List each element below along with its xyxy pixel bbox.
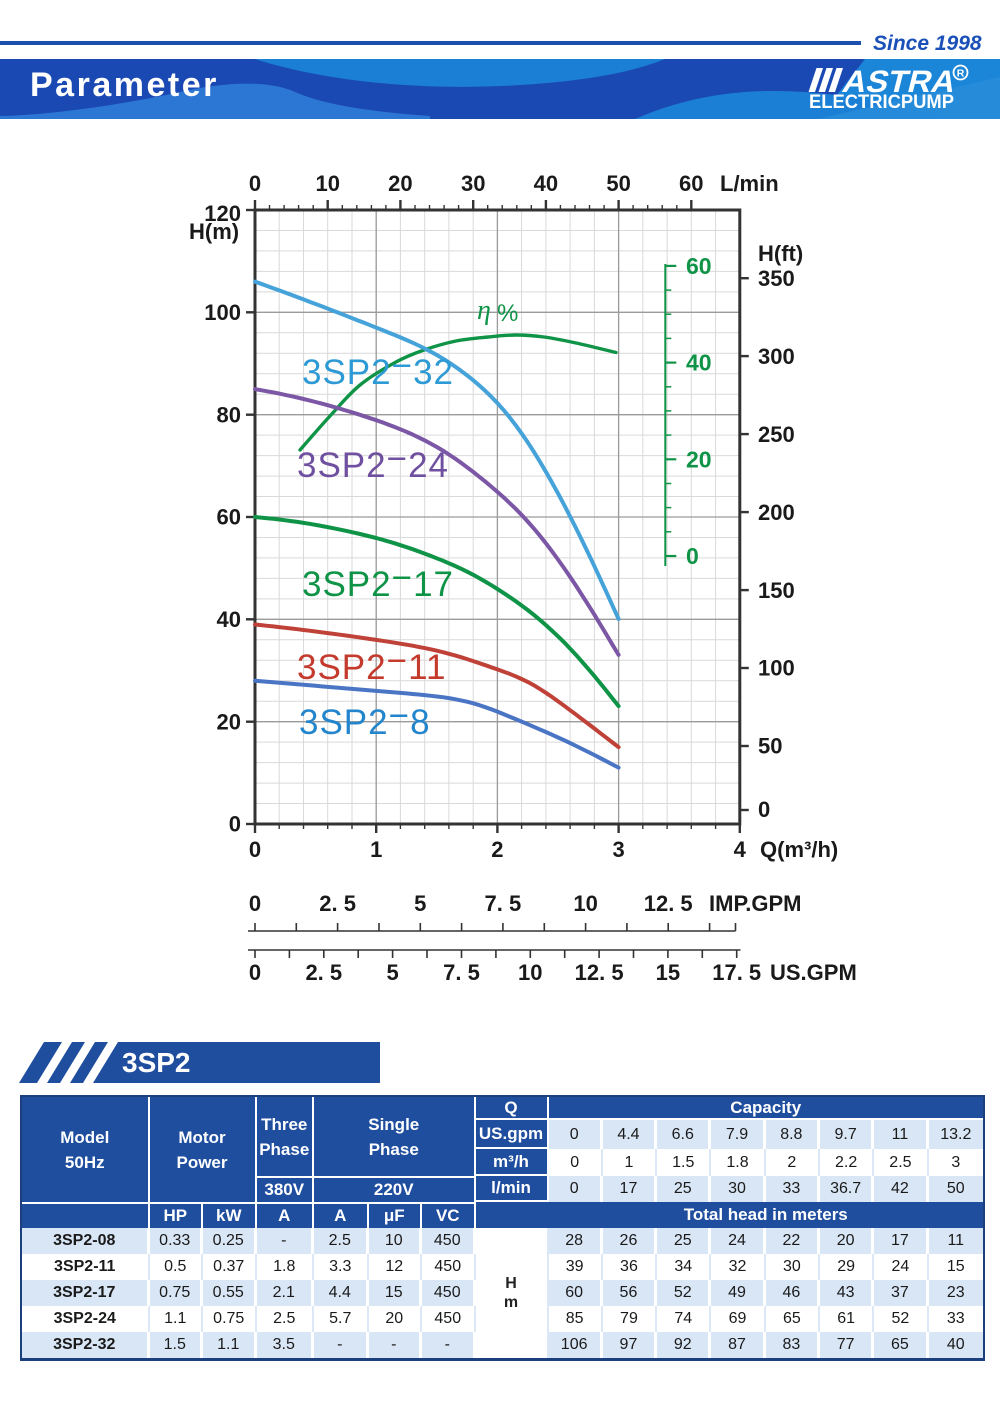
- svg-text:Q(m³/h): Q(m³/h): [760, 837, 838, 862]
- svg-text:1: 1: [370, 837, 382, 862]
- svg-text:50: 50: [758, 734, 782, 759]
- svg-text:3SP2−32: 3SP2−32: [302, 347, 454, 393]
- svg-text:30: 30: [461, 171, 485, 196]
- svg-text:15: 15: [656, 960, 680, 985]
- svg-text:0: 0: [229, 812, 241, 837]
- svg-text:120: 120: [204, 201, 241, 226]
- svg-text:3SP2−8: 3SP2−8: [299, 697, 431, 743]
- svg-text:12. 5: 12. 5: [575, 960, 624, 985]
- svg-text:η: η: [477, 295, 491, 326]
- svg-text:US.GPM: US.GPM: [770, 960, 857, 985]
- svg-text:40: 40: [534, 171, 558, 196]
- svg-text:200: 200: [758, 500, 795, 525]
- svg-text:60: 60: [686, 253, 712, 279]
- svg-text:100: 100: [758, 656, 795, 681]
- svg-text:40: 40: [686, 350, 712, 376]
- svg-text:H(ft): H(ft): [758, 241, 803, 266]
- svg-text:0: 0: [249, 891, 261, 916]
- svg-text:0: 0: [249, 960, 261, 985]
- svg-text:10: 10: [518, 960, 542, 985]
- svg-text:R: R: [957, 68, 965, 80]
- svg-text:0: 0: [249, 171, 261, 196]
- svg-text:3SP2−17: 3SP2−17: [302, 559, 454, 605]
- svg-text:300: 300: [758, 344, 795, 369]
- svg-text:50: 50: [606, 171, 630, 196]
- svg-text:4: 4: [734, 837, 747, 862]
- svg-text:10: 10: [573, 891, 597, 916]
- svg-text:0: 0: [758, 797, 770, 822]
- svg-text:IMP.GPM: IMP.GPM: [709, 891, 802, 916]
- svg-text:100: 100: [204, 300, 241, 325]
- svg-text:L/min: L/min: [720, 171, 779, 196]
- svg-text:12. 5: 12. 5: [644, 891, 693, 916]
- svg-text:20: 20: [686, 446, 712, 472]
- svg-text:H(m): H(m): [189, 219, 239, 244]
- svg-text:60: 60: [217, 505, 241, 530]
- svg-text:17. 5: 17. 5: [712, 960, 761, 985]
- svg-text:%: %: [497, 300, 518, 327]
- svg-text:40: 40: [217, 607, 241, 632]
- svg-text:3SP2−11: 3SP2−11: [297, 642, 446, 688]
- svg-text:7. 5: 7. 5: [443, 960, 480, 985]
- svg-text:3SP2−24: 3SP2−24: [297, 440, 449, 486]
- svg-text:150: 150: [758, 578, 795, 603]
- svg-text:20: 20: [217, 709, 241, 734]
- svg-text:ELECTRICPUMP: ELECTRICPUMP: [809, 92, 954, 113]
- svg-text:60: 60: [679, 171, 703, 196]
- svg-text:10: 10: [315, 171, 339, 196]
- svg-text:3SP2: 3SP2: [122, 1047, 191, 1078]
- svg-text:80: 80: [217, 402, 241, 427]
- svg-text:0: 0: [686, 543, 699, 569]
- svg-text:2: 2: [491, 837, 503, 862]
- svg-text:5: 5: [386, 960, 398, 985]
- svg-text:ASTRA: ASTRA: [839, 64, 960, 98]
- svg-text:2. 5: 2. 5: [305, 960, 342, 985]
- svg-text:5: 5: [414, 891, 426, 916]
- svg-text:3: 3: [612, 837, 624, 862]
- svg-text:350: 350: [758, 266, 795, 291]
- svg-text:7. 5: 7. 5: [485, 891, 522, 916]
- svg-text:2. 5: 2. 5: [319, 891, 356, 916]
- svg-text:0: 0: [249, 837, 261, 862]
- svg-text:20: 20: [388, 171, 412, 196]
- svg-text:250: 250: [758, 422, 795, 447]
